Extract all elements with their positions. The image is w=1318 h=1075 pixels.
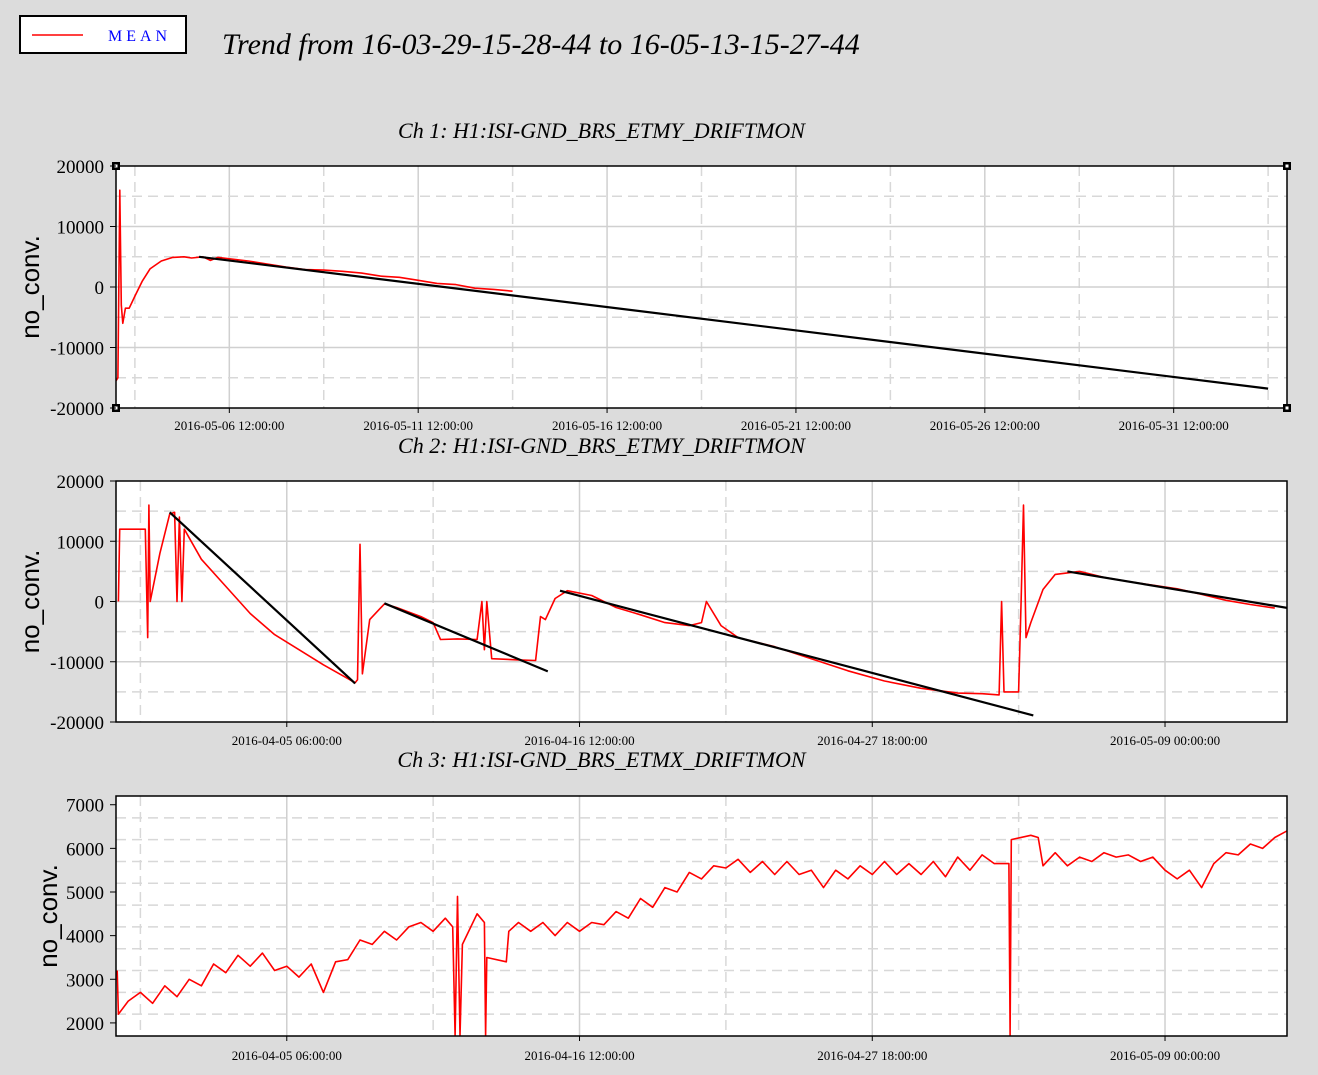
chart-panel-3: Ch 3: H1:ISI-GND_BRS_ETMX_DRIFTMON 7000 60…	[33, 747, 1288, 1063]
x-tick-label: 2016-05-21 12:00:00	[741, 418, 851, 433]
x-tick-label: 2016-05-11 12:00:00	[363, 418, 473, 433]
y-tick-label: -20000	[50, 713, 104, 734]
mean-line	[116, 830, 1287, 1036]
fit-segment-4	[1067, 570, 1287, 609]
x-tick-label: 2016-04-27 18:00:00	[817, 733, 927, 748]
y-axis-label: no_conv.	[15, 235, 45, 339]
plot-area	[116, 796, 1287, 1036]
plot-frame	[115, 795, 1288, 1037]
figure-title: Trend from 16-03-29-15-28-44 to 16-05-13…	[222, 28, 860, 61]
y-tick-label: -10000	[50, 339, 104, 360]
grid-lines	[116, 796, 1287, 1036]
x-tick-label: 2016-05-06 12:00:00	[174, 418, 284, 433]
y-axis-label: no_conv.	[33, 864, 63, 968]
legend-label: MEAN	[108, 28, 171, 45]
y-tick-label: 6000	[66, 839, 104, 860]
mean-line	[117, 504, 1275, 696]
y-tick-label: 10000	[57, 218, 105, 239]
chart-panel-2: Ch 2: H1:ISI-GND_BRS_ETMY_DRIFTMON 20000 1…	[15, 433, 1288, 748]
fit-line	[198, 255, 1269, 390]
chart-panel-1: Ch 1: H1:ISI-GND_BRS_ETMY_DRIFTMON 20000 1…	[15, 118, 1291, 433]
x-tick-label: 2016-04-16 12:00:00	[524, 733, 634, 748]
y-tick-label: 0	[95, 278, 105, 299]
fit-segment-1	[168, 511, 356, 685]
corner-marker-center	[1285, 164, 1289, 168]
chart-title: Ch 3: H1:ISI-GND_BRS_ETMX_DRIFTMON	[397, 747, 806, 772]
data-series	[116, 830, 1287, 1036]
x-tick-label: 2016-04-27 18:00:00	[817, 1048, 927, 1063]
y-tick-label: 3000	[66, 970, 104, 991]
chart-title: Ch 2: H1:ISI-GND_BRS_ETMY_DRIFTMON	[398, 433, 806, 458]
x-tick-label: 2016-05-26 12:00:00	[930, 418, 1040, 433]
y-tick-label: 2000	[66, 1014, 104, 1035]
legend: MEAN	[19, 15, 187, 54]
chart-title: Ch 1: H1:ISI-GND_BRS_ETMY_DRIFTMON	[398, 118, 806, 143]
x-tick-label: 2016-05-31 12:00:00	[1119, 418, 1229, 433]
y-tick-label: 4000	[66, 927, 104, 948]
y-tick-label: 7000	[66, 796, 104, 817]
data-series	[117, 504, 1287, 717]
chart-panels: Ch 1: H1:ISI-GND_BRS_ETMY_DRIFTMON200001…	[15, 118, 1291, 1063]
y-tick-label: 0	[95, 593, 105, 614]
x-tick-label: 2016-05-16 12:00:00	[552, 418, 662, 433]
x-tick-label: 2016-05-09 00:00:00	[1110, 1048, 1220, 1063]
corner-marker-center	[1285, 406, 1289, 410]
y-tick-label: 20000	[57, 157, 105, 178]
grid-lines	[116, 166, 1287, 408]
x-tick-label: 2016-04-05 06:00:00	[232, 733, 342, 748]
x-tick-label: 2016-04-05 06:00:00	[232, 1048, 342, 1063]
data-series	[116, 189, 1269, 390]
fit-segment-2	[383, 602, 549, 673]
grid-lines	[116, 481, 1287, 722]
y-tick-label: 10000	[57, 532, 105, 553]
x-tick-label: 2016-04-16 12:00:00	[524, 1048, 634, 1063]
y-axis-label: no_conv.	[15, 550, 45, 654]
x-tick-label: 2016-05-09 00:00:00	[1110, 733, 1220, 748]
y-tick-label: 20000	[57, 472, 105, 493]
y-tick-label: 5000	[66, 883, 104, 904]
y-tick-label: -10000	[50, 653, 104, 674]
fit-segment-3	[559, 589, 1034, 717]
y-tick-label: -20000	[50, 399, 104, 420]
